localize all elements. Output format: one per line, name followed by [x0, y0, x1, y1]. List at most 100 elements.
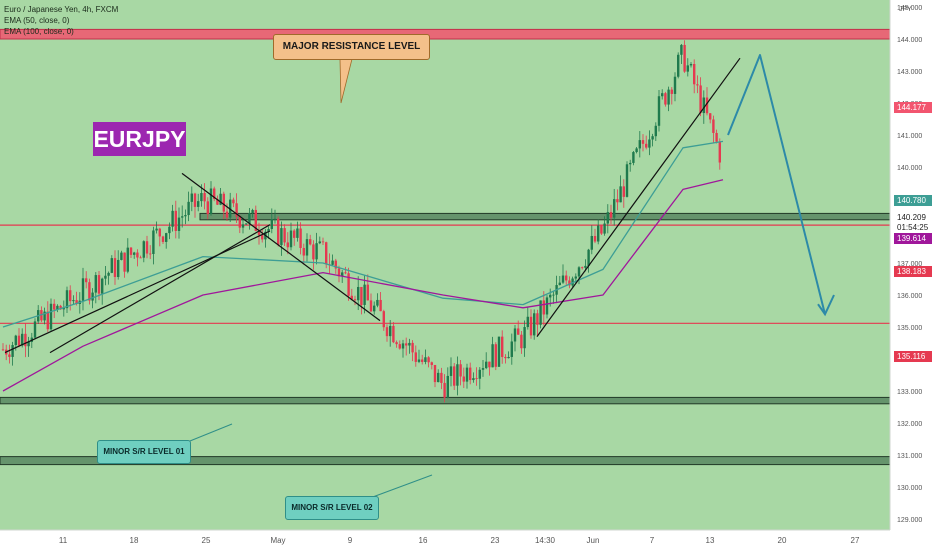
candle — [718, 138, 721, 170]
projection-path[interactable] — [727, 54, 826, 315]
candle — [1, 343, 5, 351]
candle — [177, 207, 181, 239]
candle — [686, 58, 689, 77]
projection-arrowhead — [817, 294, 835, 317]
candle — [350, 288, 353, 301]
candle — [257, 222, 261, 245]
candle — [635, 146, 638, 154]
y-tick-label: 136.000 — [897, 293, 922, 300]
candle — [529, 309, 533, 339]
candle — [321, 237, 325, 245]
candle — [142, 240, 145, 263]
candle — [136, 249, 139, 267]
candle — [494, 342, 497, 371]
candle — [469, 362, 472, 385]
candle — [641, 134, 645, 152]
candle — [251, 208, 254, 218]
candle — [405, 337, 408, 356]
candle — [353, 295, 357, 306]
minor1-pointer — [184, 423, 233, 444]
candle — [152, 226, 155, 265]
candle — [347, 267, 350, 301]
candle — [488, 361, 491, 376]
candle — [456, 356, 459, 396]
trendline-1[interactable] — [181, 172, 381, 322]
badge-resistance: 144.177 — [894, 102, 932, 113]
candle — [552, 291, 555, 304]
candle — [286, 232, 289, 255]
candle — [459, 359, 462, 386]
candle — [715, 129, 718, 144]
y-tick-label: 132.000 — [897, 421, 922, 428]
legend-title: Euro / Japanese Yen, 4h, FXCM — [4, 5, 119, 14]
candle — [587, 248, 590, 273]
candle — [305, 233, 309, 262]
candle — [481, 359, 485, 377]
candle — [478, 367, 481, 390]
candle — [581, 266, 584, 270]
candle — [443, 374, 446, 403]
candle — [542, 291, 545, 326]
major-resistance-callout: MAJOR RESISTANCE LEVEL — [273, 34, 430, 60]
candle — [117, 250, 120, 280]
candle — [161, 235, 165, 245]
y-tick-label: 145.000 — [897, 5, 922, 12]
candle — [129, 247, 133, 258]
candle — [366, 274, 369, 301]
legend-ema100: EMA (100, close, 0) — [4, 27, 74, 36]
trendline-0[interactable] — [4, 230, 271, 354]
candle — [533, 309, 536, 340]
candle — [664, 91, 667, 107]
x-tick-label: 25 — [202, 536, 211, 545]
candle — [289, 222, 293, 251]
candle — [241, 219, 245, 234]
candle — [689, 62, 693, 68]
candle — [513, 325, 517, 352]
major-resistance-zone — [0, 28, 891, 40]
trendline-3[interactable] — [536, 57, 741, 337]
candle — [616, 189, 619, 211]
candle — [145, 235, 149, 259]
candle — [277, 216, 280, 247]
candle — [593, 228, 597, 244]
candle — [382, 309, 385, 331]
candle — [72, 295, 75, 305]
candle — [158, 227, 161, 247]
x-tick-label: 27 — [851, 536, 860, 545]
y-tick-label: 129.000 — [897, 517, 922, 524]
candle — [309, 234, 312, 246]
candle — [104, 265, 107, 286]
y-tick-label: 141.000 — [897, 133, 922, 140]
candle — [446, 367, 449, 399]
candle — [24, 323, 27, 358]
y-tick-label: 130.000 — [897, 485, 922, 492]
candle — [113, 250, 117, 285]
candle — [197, 193, 200, 212]
candle — [190, 186, 193, 212]
y-tick-label: 140.000 — [897, 165, 922, 172]
candle — [613, 188, 616, 226]
candle — [123, 252, 126, 278]
candle — [414, 345, 417, 367]
trendline-2[interactable] — [49, 224, 271, 354]
candle — [174, 200, 177, 239]
candle — [293, 229, 296, 246]
candle — [619, 175, 622, 203]
badge-ema50: 140.780 — [894, 195, 932, 206]
candle — [248, 207, 251, 230]
y-tick-label: 144.000 — [897, 37, 922, 44]
candle — [88, 278, 91, 305]
sr-zone-2 — [199, 212, 891, 221]
candle — [705, 87, 709, 116]
time-axis[interactable] — [0, 530, 890, 550]
minor-level-01-callout: MINOR S/R LEVEL 01 — [97, 440, 191, 464]
candle — [648, 130, 651, 156]
minor-level-02-callout: MINOR S/R LEVEL 02 — [285, 496, 379, 520]
candle — [622, 179, 625, 208]
candle — [673, 72, 677, 102]
candle — [661, 89, 664, 100]
candle — [536, 309, 539, 336]
x-tick-label: 14:30 — [535, 536, 556, 545]
candle — [523, 320, 526, 357]
